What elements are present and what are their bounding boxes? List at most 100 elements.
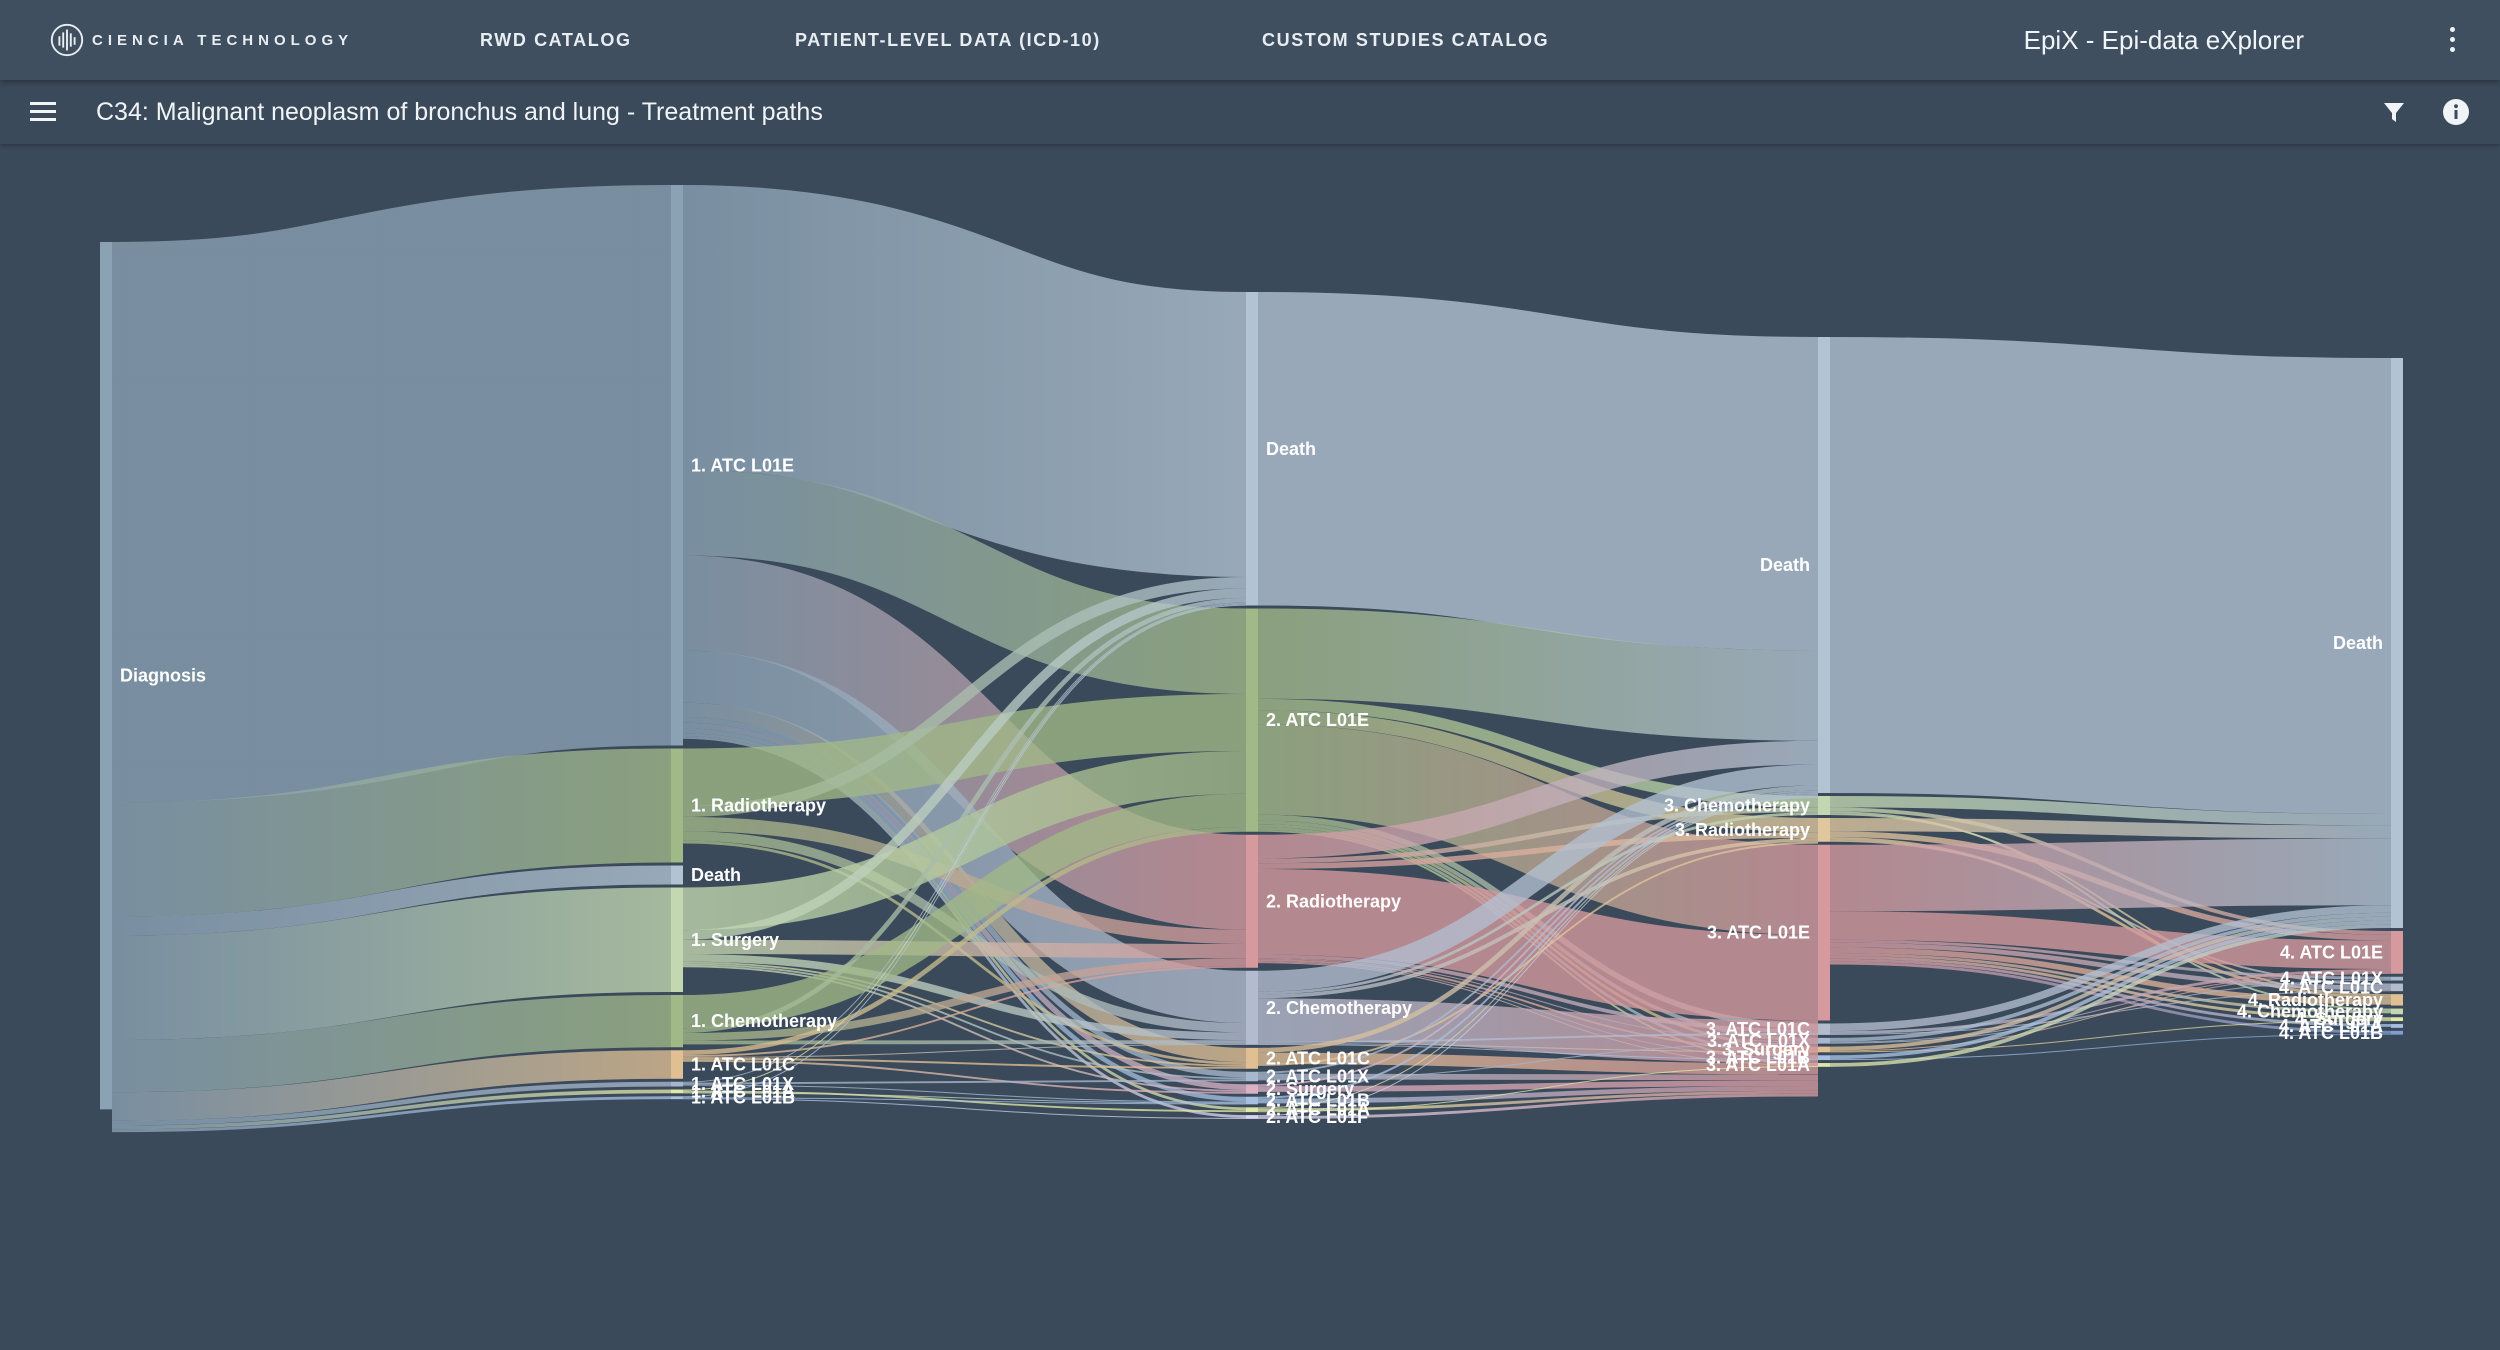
nav-rwd-catalog[interactable]: RWD CATALOG: [480, 30, 632, 50]
sankey-link-l01a2-to-d3[interactable]: [1257, 795, 1819, 1109]
sankey-link-l01a2-to-l01a3[interactable]: [1257, 1065, 1819, 1113]
sankey-link-c1-to-r2[interactable]: [682, 958, 1247, 1041]
sankey-node-l01x1[interactable]: [671, 1081, 683, 1087]
sankey-link-l01x1-to-l01x2[interactable]: [682, 1079, 1247, 1085]
sankey-node-l01x2[interactable]: [1246, 1071, 1258, 1082]
sankey-link-s1-to-r2[interactable]: [682, 939, 1247, 959]
sankey-link-s1-to-l01c2[interactable]: [682, 961, 1247, 1067]
sankey-node-c4[interactable]: [2391, 1008, 2403, 1015]
sankey-link-a3-to-d4[interactable]: [1829, 838, 2392, 912]
nav-patient-level-data[interactable]: PATIENT-LEVEL DATA (ICD-10): [795, 30, 1101, 50]
sankey-link-l01x1-to-l01b2[interactable]: [682, 1084, 1247, 1103]
sankey-link-c2-to-l01c3[interactable]: [1257, 1033, 1819, 1043]
sankey-node-d1[interactable]: [671, 865, 683, 885]
sankey-link-a1-to-d2[interactable]: [681, 185, 1248, 577]
sankey-link-a2-to-r3[interactable]: [1257, 710, 1819, 833]
sankey-node-d2[interactable]: [1246, 292, 1258, 606]
sankey-link-c2-to-a3[interactable]: [1257, 998, 1819, 1064]
sankey-link-d3-to-d4[interactable]: [1829, 337, 2392, 814]
sankey-link-diag-to-c1[interactable]: [111, 995, 672, 1093]
sankey-link-diag-to-r1[interactable]: [111, 748, 672, 917]
sankey-link-c1-to-a2[interactable]: [682, 793, 1247, 1029]
sankey-link-l01b3-to-d4[interactable]: [1829, 920, 2392, 1060]
sankey-node-r2[interactable]: [1246, 834, 1258, 968]
nav-custom-studies-catalog[interactable]: CUSTOM STUDIES CATALOG: [1262, 30, 1550, 50]
sankey-link-a2-to-a3[interactable]: [1257, 724, 1819, 935]
sankey-link-l01c1-to-r2[interactable]: [682, 965, 1247, 1057]
sankey-node-r3[interactable]: [1818, 818, 1830, 842]
sankey-link-l01x3-to-a4[interactable]: [1829, 971, 2392, 1043]
sankey-link-l01a1-to-d2[interactable]: [682, 603, 1247, 1091]
sankey-link-l01b2-to-d3[interactable]: [1257, 793, 1819, 1099]
sankey-link-diag-to-l01x1[interactable]: [111, 1081, 672, 1126]
sankey-node-l01a3[interactable]: [1818, 1063, 1830, 1067]
sankey-link-l01x3-to-d4[interactable]: [1829, 912, 2392, 1042]
sankey-node-c3[interactable]: [1818, 796, 1830, 815]
sankey-node-s2[interactable]: [1246, 1084, 1258, 1094]
sankey-link-diag-to-a1[interactable]: [110, 185, 673, 803]
sankey-link-l01b1-to-d2[interactable]: [682, 604, 1247, 1098]
filter-icon[interactable]: [2378, 96, 2410, 128]
sankey-link-l01b1-to-l01f2[interactable]: [682, 1098, 1247, 1119]
sankey-link-l01a3-to-d4[interactable]: [1829, 924, 2392, 1067]
sankey-link-l01c2-to-d3[interactable]: [1257, 785, 1819, 1053]
sankey-node-l01f2[interactable]: [1246, 1115, 1258, 1119]
more-vert-icon[interactable]: [2440, 24, 2464, 56]
sankey-link-c2-to-c3[interactable]: [1257, 812, 1819, 995]
sankey-link-a2-to-d3[interactable]: [1257, 608, 1819, 741]
sankey-node-l01b2[interactable]: [1246, 1096, 1258, 1105]
sankey-link-l01x2-to-a3[interactable]: [1257, 1073, 1819, 1081]
sankey-link-diag-to-d1[interactable]: [111, 865, 672, 936]
sankey-link-s1-to-l01x2[interactable]: [682, 963, 1247, 1080]
sankey-node-c1[interactable]: [671, 995, 683, 1048]
sankey-node-l01a2[interactable]: [1246, 1107, 1258, 1113]
sankey-node-l01a4[interactable]: [2391, 1024, 2403, 1028]
sankey-node-c2[interactable]: [1246, 970, 1258, 1045]
sankey-chart[interactable]: Diagnosis 1. ATC L01E 1. Radiotherapy Death…: [0, 144, 2500, 1345]
sankey-link-s1-to-d2[interactable]: [682, 588, 1247, 940]
sankey-node-l01a1[interactable]: [671, 1089, 683, 1094]
sankey-link-r1-to-d2[interactable]: [682, 577, 1247, 817]
sankey-link-c2-to-l01b3[interactable]: [1257, 1043, 1819, 1061]
sankey-link-s3-to-a4[interactable]: [1829, 972, 2392, 1052]
sankey-node-l01b4[interactable]: [2391, 1030, 2403, 1035]
sankey-node-diag[interactable]: [100, 242, 112, 1110]
sankey-link-r1-to-c2[interactable]: [682, 831, 1247, 1033]
sankey-node-l01c3[interactable]: [1818, 1023, 1830, 1035]
sankey-link-l01f2-to-a3[interactable]: [1257, 1093, 1819, 1119]
sankey-link-l01b1-to-l01b2[interactable]: [682, 1097, 1247, 1105]
sankey-node-s4[interactable]: [2391, 1017, 2403, 1022]
menu-icon[interactable]: [30, 102, 58, 122]
sankey-link-s3-to-d4[interactable]: [1829, 916, 2392, 1051]
sankey-link-l01c1-to-s2[interactable]: [682, 1059, 1247, 1094]
sankey-node-s1[interactable]: [671, 887, 683, 993]
sankey-link-c1-to-d2[interactable]: [682, 597, 1247, 1033]
sankey-link-l01c3-to-d4[interactable]: [1829, 905, 2392, 1032]
sankey-link-l01f2-to-d3[interactable]: [1257, 796, 1819, 1117]
sankey-node-s3[interactable]: [1818, 1046, 1830, 1053]
sankey-link-r1-to-r2[interactable]: [682, 816, 1247, 944]
sankey-link-a3-to-l01b4[interactable]: [1829, 961, 2392, 1034]
sankey-link-l01x2-to-d3[interactable]: [1257, 790, 1819, 1074]
sankey-link-r2-to-c3[interactable]: [1257, 807, 1819, 864]
sankey-link-diag-to-l01a1[interactable]: [111, 1089, 672, 1130]
sankey-link-diag-to-s1[interactable]: [111, 887, 672, 1040]
sankey-link-l01x1-to-d2[interactable]: [682, 602, 1247, 1083]
sankey-node-a2[interactable]: [1246, 608, 1258, 832]
sankey-node-l01c1[interactable]: [671, 1050, 683, 1079]
sankey-link-c2-to-s3[interactable]: [1257, 1042, 1819, 1053]
sankey-link-l01x2-to-l01x3[interactable]: [1257, 1042, 1819, 1081]
sankey-node-l01c4[interactable]: [2391, 983, 2403, 992]
sankey-link-r2-to-r3[interactable]: [1257, 832, 1819, 869]
sankey-link-r2-to-d3[interactable]: [1257, 740, 1819, 859]
sankey-node-l01x3[interactable]: [1818, 1037, 1830, 1044]
sankey-node-d4[interactable]: [2391, 358, 2403, 928]
info-icon[interactable]: [2440, 96, 2472, 128]
sankey-link-l01c2-to-r3[interactable]: [1257, 841, 1819, 1066]
sankey-link-l01a1-to-l01b2[interactable]: [682, 1092, 1247, 1104]
sankey-link-l01c3-to-a4[interactable]: [1829, 969, 2392, 1034]
sankey-link-a3-to-a4[interactable]: [1829, 911, 2392, 969]
sankey-link-l01b2-to-a3[interactable]: [1257, 1086, 1819, 1104]
sankey-link-diag-to-l01b1[interactable]: [111, 1096, 672, 1133]
sankey-link-diag-to-l01c1[interactable]: [111, 1050, 672, 1121]
